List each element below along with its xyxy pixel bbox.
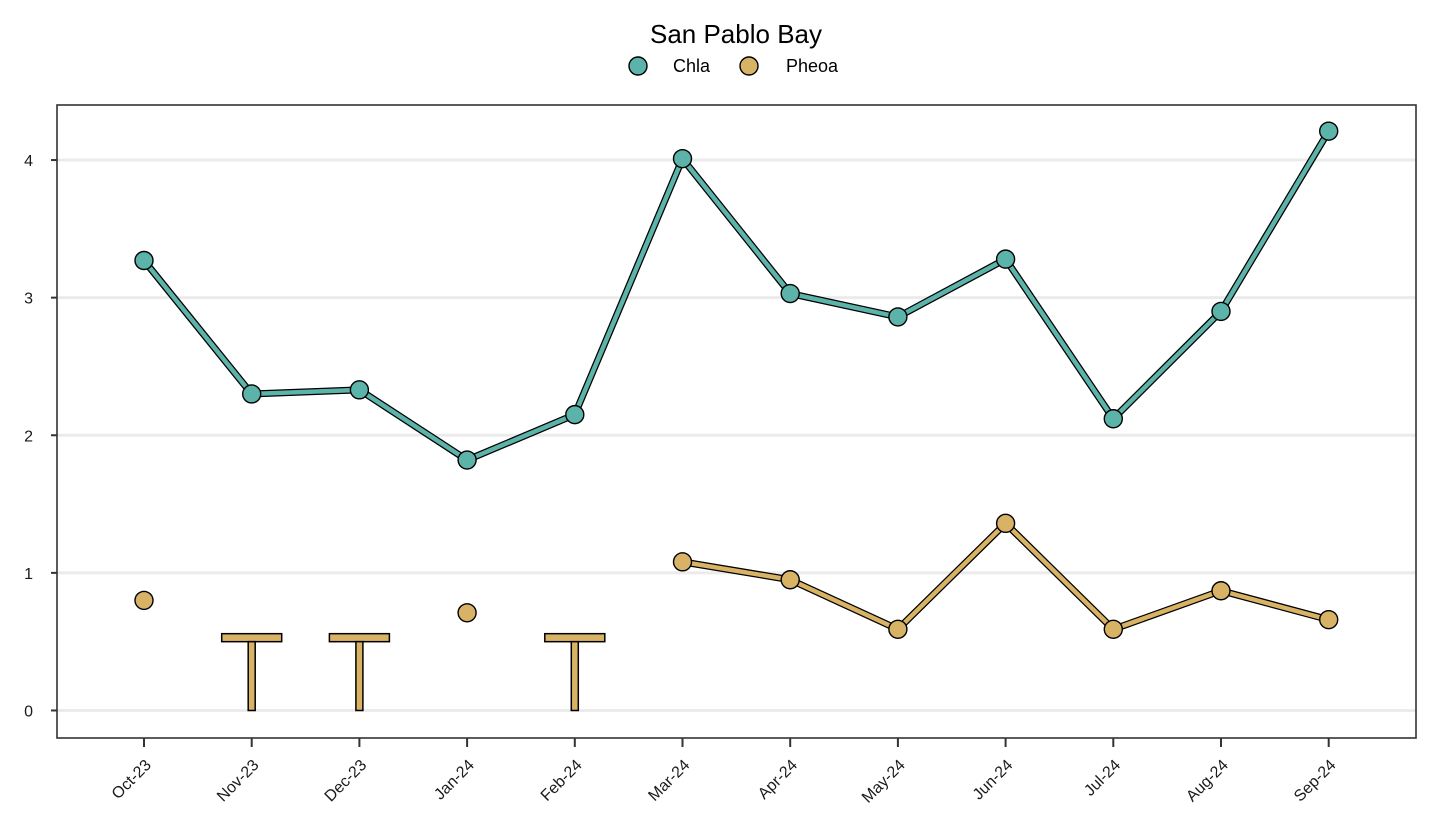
x-tick-label: Feb-24 — [538, 757, 586, 805]
legend-label: Chla — [673, 56, 711, 76]
x-tick-label: Dec-23 — [322, 757, 371, 806]
below-detection-bar-stem — [570, 640, 580, 712]
data-point — [134, 250, 154, 271]
series-line — [249, 387, 362, 397]
grid — [57, 158, 1416, 712]
data-point — [1211, 581, 1231, 601]
x-tick-label: Aug-24 — [1183, 757, 1232, 806]
y-tick-label: 0 — [24, 703, 33, 720]
series-line — [464, 412, 578, 463]
series-line — [1218, 128, 1331, 314]
below-detection-bar-top — [328, 632, 391, 643]
data-point — [995, 513, 1016, 534]
series-line — [787, 291, 901, 320]
y-tick-label: 4 — [24, 153, 33, 170]
data-point — [888, 619, 908, 639]
x-tick-label: Apr-24 — [755, 757, 801, 803]
series-lines — [140, 127, 1333, 633]
data-point — [134, 590, 154, 611]
x-tick-label: Mar-24 — [645, 757, 693, 805]
y-tick-label: 1 — [24, 566, 33, 583]
legend-key — [739, 56, 759, 76]
data-point — [995, 249, 1016, 269]
series-line — [895, 521, 1008, 632]
data-point — [457, 450, 477, 470]
x-tick-label: Oct-23 — [109, 757, 155, 803]
plot-panel-border — [56, 104, 1417, 739]
x-tick-label: Jan-24 — [431, 757, 478, 804]
x-tick-label: Nov-23 — [214, 757, 263, 806]
chart-title: San Pablo Bay — [650, 19, 822, 49]
x-tick-label: Jun-24 — [970, 757, 1017, 804]
data-point — [457, 603, 477, 623]
below-detection-marks — [220, 632, 606, 712]
series-line — [572, 156, 685, 417]
data-point — [1103, 619, 1124, 639]
data-point — [1318, 609, 1339, 630]
data-point — [1318, 121, 1339, 141]
data-point — [888, 307, 908, 327]
y-tick-label: 2 — [24, 428, 33, 445]
below-detection-bar-top — [544, 632, 606, 643]
data-point — [565, 404, 585, 425]
data-point — [349, 380, 370, 400]
series-line — [680, 156, 793, 296]
below-detection-bar-stem — [355, 640, 364, 712]
legend: Chla Pheoa — [628, 56, 839, 76]
series-line — [1111, 588, 1224, 632]
data-point — [672, 148, 693, 169]
axes: 0 1 2 3 4 Oct-23 Nov-23 Dec-23 Jan-24 Feb-24 Mar-2… — [24, 153, 1340, 807]
data-point — [1103, 409, 1124, 429]
series-line — [357, 387, 470, 463]
below-detection-bar-stem — [247, 640, 256, 712]
legend-label: Pheoa — [786, 56, 839, 76]
series-line — [787, 577, 901, 632]
series-line — [895, 256, 1008, 320]
below-detection-bar-top — [220, 632, 283, 643]
y-tick-label: 3 — [24, 291, 33, 308]
data-point — [1211, 301, 1231, 322]
data-point — [780, 283, 800, 304]
series-line — [1003, 256, 1116, 421]
x-tick-label: May-24 — [859, 757, 909, 807]
legend-key — [628, 56, 648, 76]
x-tick-label: Sep-24 — [1291, 757, 1340, 806]
series-line — [141, 258, 254, 397]
data-point — [672, 552, 693, 572]
series-line — [680, 559, 793, 582]
series-line — [1218, 588, 1331, 622]
data-point — [241, 384, 262, 404]
series-points — [134, 121, 1339, 639]
x-tick-label: Jul-24 — [1081, 757, 1124, 800]
series-line — [1003, 521, 1116, 632]
series-line — [1111, 309, 1224, 421]
data-point — [780, 570, 800, 590]
